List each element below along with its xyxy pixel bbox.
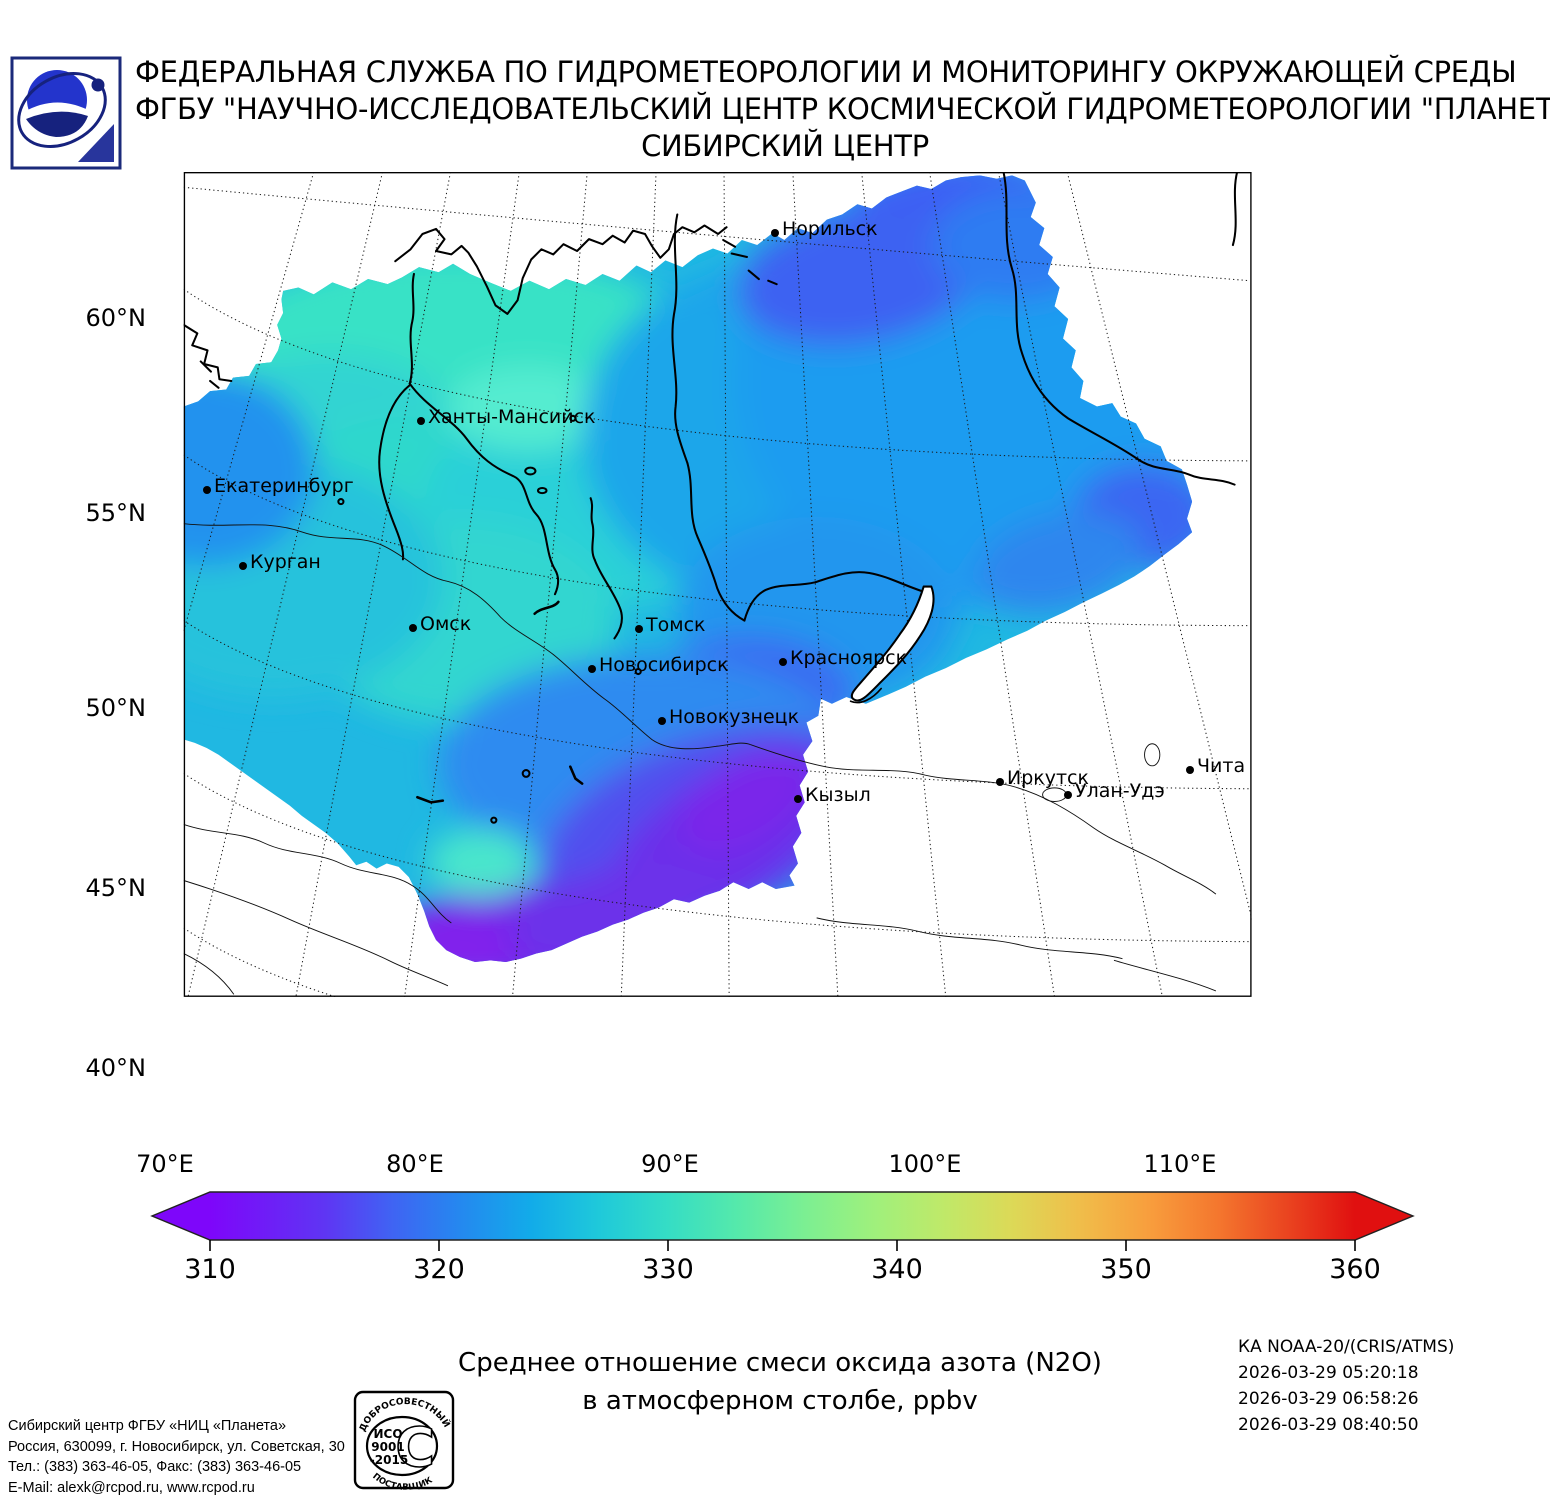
- city-dot: [779, 658, 787, 666]
- header-line-1: ФЕДЕРАЛЬНАЯ СЛУЖБА ПО ГИДРОМЕТЕОРОЛОГИИ …: [135, 55, 1517, 89]
- colorbar-tick-360: 360: [1329, 1254, 1381, 1285]
- colorbar-tick-340: 340: [871, 1254, 923, 1285]
- satellite-platform: КА NOAA-20/(CRIS/ATMS): [1238, 1337, 1455, 1357]
- colorbar-tick-310: 310: [184, 1254, 236, 1285]
- city-dot: [1186, 766, 1194, 774]
- header-line-2: ФГБУ "НАУЧНО-ИССЛЕДОВАТЕЛЬСКИЙ ЦЕНТР КОС…: [135, 92, 1550, 126]
- lon-label-80e: 80°E: [386, 1150, 444, 1178]
- footer-address: Россия, 630099, г. Новосибирск, ул. Сове…: [8, 1438, 345, 1455]
- city-dot: [239, 562, 247, 570]
- contact-info: Сибирский центр ФГБУ «НИЦ «Планета» Росс…: [8, 1416, 353, 1498]
- lat-label-50n: 50°N: [85, 694, 147, 722]
- lat-label-60n: 60°N: [85, 304, 147, 332]
- satellite-timestamp: 2026-03-29 06:58:26: [1238, 1389, 1419, 1409]
- city-dot: [658, 717, 666, 725]
- city-dot: [417, 417, 425, 425]
- svg-text:9001: 9001: [371, 1440, 404, 1454]
- header-line-3: СИБИРСКИЙ ЦЕНТР: [641, 129, 929, 163]
- footer-phone: Тел.: (383) 363-46-05, Факс: (383) 363-4…: [8, 1459, 302, 1475]
- footer-email: E-Mail: alexk@rcpod.ru, www.rcpod.ru: [8, 1479, 255, 1496]
- lat-label-45n: 45°N: [85, 874, 147, 902]
- satellite-timestamp: 2026-03-29 08:40:50: [1238, 1415, 1419, 1435]
- caption-line-1: Среднее отношение смеси оксида азота (N2…: [458, 1348, 1102, 1378]
- svg-text:-2015: -2015: [370, 1453, 408, 1467]
- city-dot: [771, 229, 779, 237]
- colorbar-tick-350: 350: [1100, 1254, 1152, 1285]
- lon-label-100e: 100°E: [888, 1150, 962, 1178]
- svg-text:С: С: [395, 1416, 435, 1479]
- city-dot: [203, 486, 211, 494]
- header-title: ФЕДЕРАЛЬНАЯ СЛУЖБА ПО ГИДРОМЕТЕОРОЛОГИИ …: [135, 54, 1550, 165]
- city-dot: [1064, 791, 1072, 799]
- caption-line-2: в атмосферном столбе, ppbv: [582, 1386, 978, 1416]
- colorbar: [150, 1191, 1415, 1251]
- footer-org: Сибирский центр ФГБУ «НИЦ «Планета»: [8, 1418, 287, 1434]
- map-caption: Среднее отношение смеси оксида азота (N2…: [330, 1344, 1230, 1420]
- iso-9001-stamp-icon: ДОБРОСОВЕСТНЫЙ ПОСТАВЩИК С ИСО 9001 -201…: [353, 1390, 455, 1490]
- svg-text:ИСО: ИСО: [373, 1427, 402, 1441]
- city-dot: [409, 624, 417, 632]
- satellite-info: КА NOAA-20/(CRIS/ATMS) 2026-03-29 05:20:…: [1238, 1334, 1488, 1438]
- city-dot: [794, 795, 802, 803]
- coastlines: [183, 172, 1239, 824]
- graticule: [183, 172, 1252, 997]
- satellite-timestamp: 2026-03-29 05:20:18: [1238, 1363, 1419, 1383]
- city-dot: [635, 625, 643, 633]
- lon-label-70e: 70°E: [136, 1150, 194, 1178]
- lon-label-110e: 110°E: [1143, 1150, 1217, 1178]
- colorbar-tick-320: 320: [413, 1254, 465, 1285]
- map-frame: [183, 172, 1252, 997]
- city-dot: [996, 778, 1004, 786]
- lon-label-90e: 90°E: [641, 1150, 699, 1178]
- city-dot: [588, 665, 596, 673]
- lat-label-55n: 55°N: [85, 499, 147, 527]
- colorbar-tick-330: 330: [642, 1254, 694, 1285]
- lat-label-40n: 40°N: [85, 1054, 147, 1082]
- planeta-logo-icon: [10, 56, 122, 170]
- country-borders: [183, 523, 1217, 995]
- n2o-map: [183, 172, 1252, 997]
- n2o-data-field: [183, 175, 1193, 963]
